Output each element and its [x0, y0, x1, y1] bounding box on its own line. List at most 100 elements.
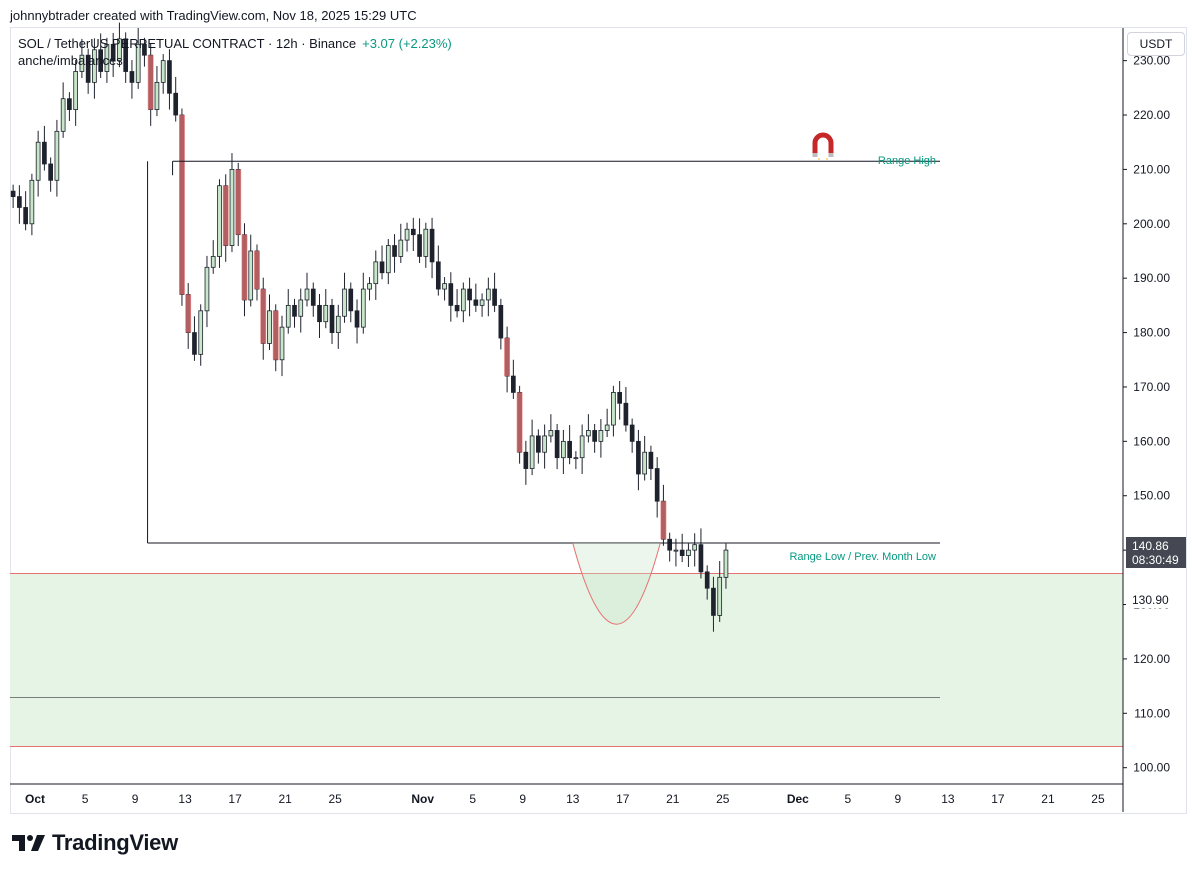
candle-body — [304, 288, 310, 301]
candle — [404, 222, 410, 252]
tradingview-logo[interactable]: TradingView — [12, 830, 178, 856]
candle — [492, 272, 497, 312]
candle — [198, 304, 204, 366]
candle — [222, 174, 229, 262]
candle-body — [160, 60, 166, 83]
candle-body — [135, 43, 141, 83]
candle — [467, 277, 472, 317]
candle — [379, 245, 385, 280]
price-tick-label: 100.00 — [1133, 761, 1170, 775]
candle-body — [629, 424, 635, 442]
price-tick-label: 160.00 — [1133, 434, 1170, 448]
candle-body — [142, 43, 147, 56]
candle-body — [342, 288, 347, 317]
imbalance-marker — [222, 185, 229, 246]
candle — [323, 289, 329, 329]
candle — [561, 429, 566, 474]
candle-body — [229, 169, 235, 246]
candle — [142, 37, 147, 67]
candle — [272, 304, 279, 372]
magnet-icon — [812, 132, 834, 160]
candle-body — [711, 587, 716, 616]
candle-body — [648, 451, 654, 469]
candle — [354, 299, 360, 344]
candle — [304, 272, 310, 307]
candle-body — [348, 288, 354, 312]
price-tick-label: 170.00 — [1133, 380, 1170, 394]
candle — [504, 326, 511, 393]
range-high-label: Range High — [878, 155, 936, 167]
candle — [486, 277, 491, 317]
imbalance-marker — [235, 169, 242, 235]
imbalance-marker — [504, 338, 511, 377]
candle-body — [454, 304, 460, 312]
price-change: +3.07 (+2.23%) — [362, 36, 452, 51]
candle-body — [404, 228, 410, 241]
candle — [429, 217, 435, 279]
candle-body — [567, 440, 572, 459]
candle — [542, 424, 547, 469]
candle-body — [323, 304, 329, 323]
candle — [473, 283, 479, 312]
candle-body — [379, 261, 385, 274]
candle — [73, 60, 78, 126]
candle — [79, 38, 85, 79]
candle-body — [548, 430, 554, 437]
time-tick-label: 21 — [278, 792, 292, 806]
candle-body — [554, 430, 560, 459]
candle — [523, 440, 529, 485]
candle — [629, 418, 635, 453]
last-price-value: 140.86 — [1132, 539, 1169, 554]
candle-body — [123, 38, 129, 72]
candle — [423, 222, 429, 268]
imbalance-marker — [179, 115, 185, 295]
price-tick-label: 120.00 — [1133, 652, 1170, 666]
candle — [29, 173, 35, 236]
candle — [60, 82, 66, 138]
candle-body — [448, 283, 454, 306]
candle-body — [586, 430, 591, 437]
currency-button[interactable]: USDT — [1127, 32, 1185, 56]
candle-body — [373, 261, 379, 285]
candle-body — [298, 299, 304, 317]
candle-body — [10, 190, 16, 198]
candle — [536, 429, 541, 464]
candle — [267, 294, 272, 350]
candle-body — [73, 71, 78, 110]
candle-body — [679, 549, 685, 556]
candle-body — [29, 179, 35, 225]
candle-body — [54, 130, 60, 181]
candle — [292, 298, 297, 328]
candle-body — [473, 299, 479, 306]
candle-body — [398, 239, 404, 257]
time-tick-label: 9 — [895, 792, 902, 806]
imbalance-marker — [260, 289, 267, 344]
time-tick-label: 21 — [1041, 792, 1055, 806]
candle — [192, 316, 197, 361]
price-tick-label: 200.00 — [1133, 217, 1170, 231]
candle — [204, 255, 210, 328]
candle — [579, 424, 585, 474]
candle-body — [67, 98, 72, 110]
time-tick-label: 25 — [1091, 792, 1105, 806]
candle — [254, 244, 260, 301]
candle — [110, 32, 116, 77]
price-tick-label: 210.00 — [1133, 162, 1170, 176]
candle — [235, 162, 242, 247]
candle-body — [154, 81, 160, 110]
candle — [554, 423, 560, 470]
candle — [23, 191, 28, 231]
zone-layer — [10, 573, 1123, 747]
candle — [92, 38, 97, 99]
candle — [598, 419, 604, 458]
candle — [567, 425, 572, 465]
candle — [241, 223, 248, 317]
last-price-badge: 140.86 08:30:49 — [1126, 537, 1186, 569]
candle-body — [329, 304, 335, 333]
candle-body — [536, 435, 541, 453]
candle-body — [310, 288, 316, 306]
candle — [498, 298, 504, 350]
candle-body — [367, 283, 372, 290]
candle-body — [35, 141, 41, 181]
